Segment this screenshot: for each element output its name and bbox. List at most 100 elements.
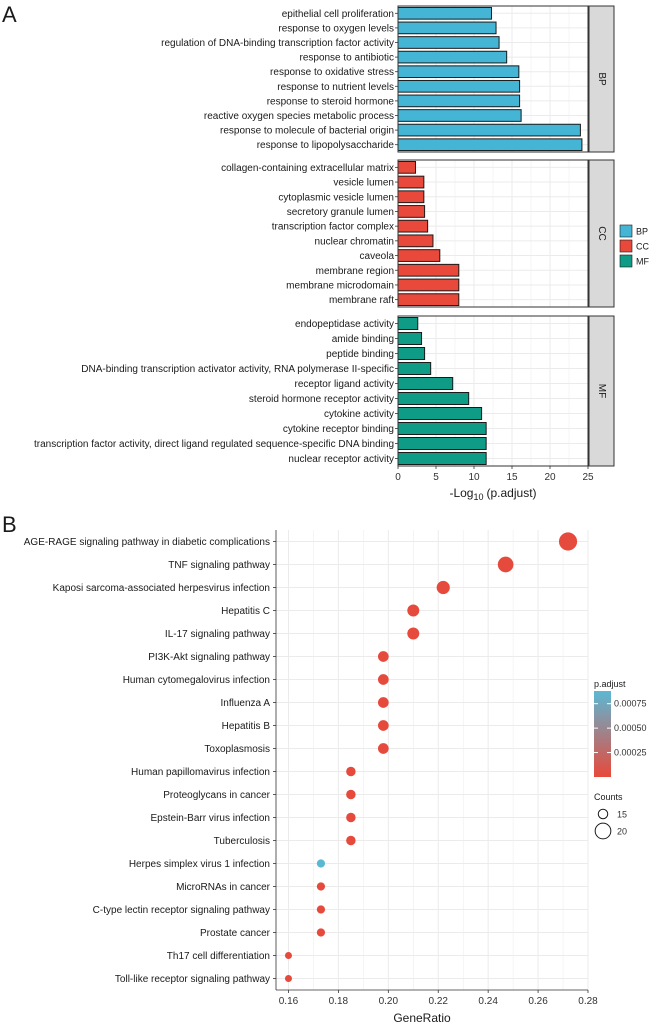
go-bar-x-axis-title: -Log10 (p.adjust) <box>449 486 536 502</box>
bar <box>397 278 460 292</box>
bar <box>397 317 419 330</box>
kegg-dot-x-axis: 0.16 0.18 0.20 0.22 0.24 0.26 0.28 <box>279 990 598 1007</box>
category-label: response to molecule of bacterial origin <box>220 126 394 137</box>
category-label: transcription factor complex <box>272 222 394 233</box>
category-label: cytokine receptor binding <box>283 424 394 435</box>
x-tick-label: 0.26 <box>528 996 548 1007</box>
x-axis-title-prefix: -Log <box>449 486 473 500</box>
category-label: caveola <box>360 251 395 262</box>
counts-key-label-15: 15 <box>617 810 627 820</box>
dot <box>316 882 326 891</box>
pathway-label: PI3K-Akt signaling pathway <box>148 652 270 663</box>
category-label: vesicle lumen <box>333 178 394 189</box>
category-label: epithelial cell proliferation <box>282 9 394 20</box>
bar <box>397 219 429 233</box>
pathway-label: Toll-like receptor signaling pathway <box>115 974 270 985</box>
facet-panel-border <box>397 159 589 308</box>
legend-key-mf <box>619 254 633 268</box>
pathway-label: Hepatitis C <box>221 606 270 617</box>
kegg-dot-x-axis-title: GeneRatio <box>393 1011 451 1025</box>
x-tick-label: 10 <box>468 472 480 483</box>
legend-key-bp <box>619 224 633 238</box>
bar <box>397 392 470 405</box>
pathway-label: Influenza A <box>221 698 271 709</box>
facet-cc: collagen-containing extracellular matrix… <box>221 159 615 308</box>
bar <box>397 205 426 218</box>
dot <box>407 627 420 640</box>
bar <box>397 422 487 435</box>
category-label: response to oxygen levels <box>278 23 394 34</box>
category-label: membrane region <box>316 266 394 277</box>
dot <box>316 905 326 914</box>
counts-key-15 <box>597 808 609 820</box>
bar <box>397 109 522 122</box>
bar <box>397 293 460 307</box>
legend-label-cc: CC <box>636 242 649 252</box>
facet-panel-border <box>397 5 589 153</box>
go-bar-x-axis: 0 5 10 15 20 25 <box>395 466 594 483</box>
bar <box>397 332 423 345</box>
pathway-label: Epstein-Barr virus infection <box>151 813 271 824</box>
dot <box>346 812 356 823</box>
category-label: DNA-binding transcription activator acti… <box>81 364 394 375</box>
bar <box>397 160 416 174</box>
dot <box>377 651 389 662</box>
pathway-label: Hepatitis B <box>222 721 271 732</box>
dot <box>377 743 389 754</box>
dot <box>558 532 578 551</box>
counts-legend-title: Counts <box>594 792 623 802</box>
bar <box>397 407 483 420</box>
category-label: amide binding <box>332 334 394 345</box>
pathway-label: AGE-RAGE signaling pathway in diabetic c… <box>24 537 270 548</box>
facet-bp: epithelial cell proliferation response to… <box>161 5 615 153</box>
facet-strip-label: CC <box>596 226 607 240</box>
dot <box>316 928 326 937</box>
pathway-label: Proteoglycans in cancer <box>163 790 270 801</box>
facet-mf: endopeptidase activity amide binding pepti… <box>34 315 615 467</box>
pathway-label: Prostate cancer <box>200 928 271 939</box>
dot <box>346 766 356 777</box>
category-label: response to antibiotic <box>299 53 394 64</box>
category-label: response to steroid hormone <box>267 96 395 107</box>
x-axis-title-suffix: (p.adjust) <box>487 486 537 500</box>
legend-key-cc <box>619 239 633 253</box>
category-label: nuclear receptor activity <box>288 454 394 465</box>
category-label: regulation of DNA-binding transcription … <box>161 38 394 49</box>
category-label: nuclear chromatin <box>315 236 394 247</box>
category-label: receptor ligand activity <box>295 379 395 390</box>
category-label: cytokine activity <box>324 409 394 420</box>
pathway-label: Toxoplasmosis <box>204 744 270 755</box>
facet-strip <box>588 315 615 467</box>
x-tick-label: 15 <box>506 472 518 483</box>
pathway-label: Herpes simplex virus 1 infection <box>129 859 270 870</box>
dot-panel-bg <box>276 530 588 990</box>
bar <box>397 175 425 189</box>
category-label: response to oxidative stress <box>270 67 394 78</box>
facet-strip <box>588 5 615 153</box>
bar <box>397 123 581 137</box>
panel-b-label: B <box>2 512 17 537</box>
legend-label-mf: MF <box>636 257 649 267</box>
pathway-label: MicroRNAs in cancer <box>176 882 271 893</box>
category-label: transcription factor activity, direct li… <box>34 439 394 450</box>
kegg-dot-plot: AGE-RAGE signaling pathway in diabetic c… <box>24 530 589 991</box>
go-bar-facets: epithelial cell proliferation response to… <box>34 5 615 467</box>
legend-label-bp: BP <box>636 227 648 237</box>
dot <box>284 952 292 959</box>
x-tick-label: 25 <box>582 472 594 483</box>
bar <box>397 36 500 49</box>
p-adjust-colorbar-ticks: 0.00075 0.00050 0.00025 <box>594 699 647 758</box>
counts-key-20 <box>594 822 612 840</box>
dot <box>377 697 389 708</box>
dot <box>316 859 326 868</box>
colorbar-tick-label: 0.00025 <box>614 748 647 758</box>
colorbar-tick-label: 0.00075 <box>614 699 647 709</box>
facet-strip <box>588 159 615 308</box>
x-tick-label: 0.22 <box>429 996 449 1007</box>
dot <box>377 720 389 731</box>
bar <box>397 452 487 465</box>
counts-key-label-20: 20 <box>617 827 627 837</box>
